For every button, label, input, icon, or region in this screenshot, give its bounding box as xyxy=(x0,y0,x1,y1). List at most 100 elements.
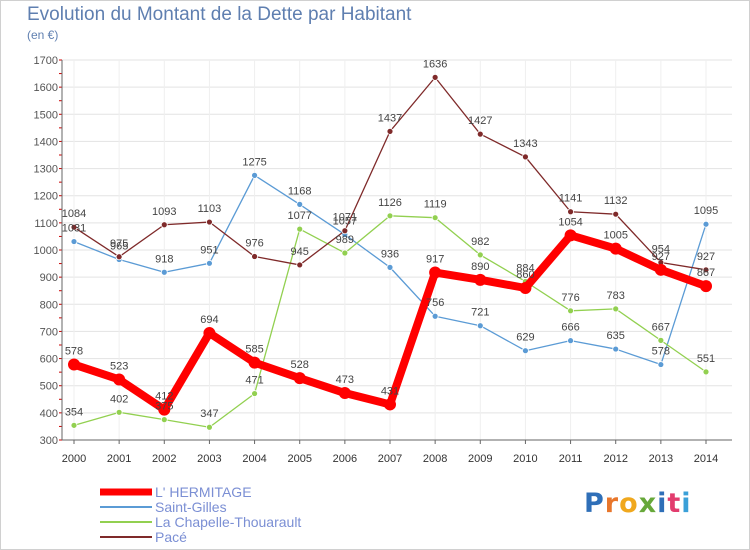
data-label: 551 xyxy=(697,353,715,365)
data-point xyxy=(702,368,710,376)
x-tick-label: 2003 xyxy=(197,453,221,465)
data-point xyxy=(654,263,667,276)
x-tick-label: 2012 xyxy=(603,453,627,465)
x-tick-label: 2002 xyxy=(152,453,176,465)
y-tick-label: 900 xyxy=(40,272,58,284)
legend: L' HERMITAGE Saint-Gilles La Chapelle-Th… xyxy=(100,484,302,545)
data-label: 412 xyxy=(155,391,173,403)
data-label: 585 xyxy=(245,344,263,356)
data-point xyxy=(386,127,394,135)
data-label: 1427 xyxy=(468,115,492,127)
data-point xyxy=(567,208,574,216)
y-tick-label: 700 xyxy=(40,326,58,338)
data-label: 1084 xyxy=(62,208,86,220)
logo-letter: i xyxy=(657,488,668,519)
y-tick-label: 1200 xyxy=(34,191,58,203)
data-point xyxy=(612,305,620,313)
x-tick-label: 2005 xyxy=(287,453,311,465)
data-label: 776 xyxy=(561,292,579,304)
data-point xyxy=(522,347,529,355)
legend-label-saint-gilles: Saint-Gilles xyxy=(155,498,227,515)
data-label: 975 xyxy=(110,238,128,250)
data-label: 347 xyxy=(200,408,218,420)
data-label: 951 xyxy=(200,244,218,256)
x-tick-label: 2009 xyxy=(468,453,492,465)
y-tick-label: 500 xyxy=(40,381,58,393)
legend-item-saint-gilles: Saint-Gilles xyxy=(100,498,301,515)
proxiti-logo: Proxiti xyxy=(584,488,692,519)
x-tick-label: 2001 xyxy=(107,453,131,465)
y-tick-label: 400 xyxy=(40,408,58,420)
x-tick-label: 2008 xyxy=(423,453,447,465)
logo-letter: P xyxy=(584,488,605,519)
data-point xyxy=(70,421,78,429)
data-point xyxy=(702,266,710,274)
data-label: 756 xyxy=(426,297,444,309)
data-label: 1054 xyxy=(558,216,582,228)
data-label: 890 xyxy=(471,261,489,273)
data-point xyxy=(70,223,78,231)
y-tick-label: 1500 xyxy=(34,109,58,121)
data-point xyxy=(115,253,123,261)
data-point xyxy=(609,242,622,255)
logo-letter: x xyxy=(638,488,658,519)
y-tick-label: 1100 xyxy=(34,218,58,230)
legend-label-chapelle: La Chapelle-Thouarault xyxy=(155,513,302,530)
x-tick-label: 2010 xyxy=(513,453,537,465)
data-point xyxy=(429,266,442,279)
data-label: 473 xyxy=(336,374,354,386)
data-point xyxy=(657,336,665,344)
data-point xyxy=(70,238,78,245)
data-point xyxy=(386,212,394,220)
data-label: 721 xyxy=(471,307,489,319)
chart-title: Evolution du Montant de la Dette par Hab… xyxy=(27,4,412,25)
data-label: 1093 xyxy=(152,206,176,218)
data-point xyxy=(564,229,577,242)
y-tick-label: 600 xyxy=(40,354,58,366)
data-label: 1057 xyxy=(333,216,357,228)
data-label: 1132 xyxy=(604,195,628,207)
data-point xyxy=(206,218,213,226)
data-point xyxy=(160,268,168,276)
y-tick-label: 1700 xyxy=(34,55,58,67)
chart-subtitle: (en €) xyxy=(27,28,59,42)
y-tick-label: 300 xyxy=(40,435,58,447)
data-label: 918 xyxy=(155,253,173,265)
data-point xyxy=(68,358,80,371)
data-label: 578 xyxy=(65,346,83,358)
legend-item-hermitage: L' HERMITAGE xyxy=(100,484,301,500)
data-point xyxy=(567,307,574,315)
data-label: 860 xyxy=(516,269,534,281)
data-label: 1275 xyxy=(242,156,266,168)
data-label: 1126 xyxy=(378,197,402,209)
data-label: 917 xyxy=(426,254,444,266)
x-tick-label: 2004 xyxy=(242,453,266,465)
logo-letter: t xyxy=(667,488,682,519)
data-point xyxy=(474,273,487,286)
data-label: 694 xyxy=(200,314,218,326)
data-label: 927 xyxy=(697,251,715,263)
data-point xyxy=(341,249,349,257)
data-point xyxy=(384,398,396,411)
data-label: 1119 xyxy=(424,199,447,211)
x-tick-label: 2000 xyxy=(62,453,86,465)
data-label: 523 xyxy=(110,360,128,372)
data-point xyxy=(296,261,304,269)
data-label: 884 xyxy=(516,262,534,274)
data-label: 635 xyxy=(607,330,625,342)
data-point xyxy=(251,253,258,260)
x-tick-label: 2014 xyxy=(694,453,718,465)
data-point xyxy=(700,280,712,293)
legend-swatch-chapelle xyxy=(100,520,152,523)
data-label: 1141 xyxy=(559,193,583,205)
data-point xyxy=(522,153,529,161)
x-tick-label: 2013 xyxy=(649,453,673,465)
data-label: 1103 xyxy=(198,203,222,215)
data-point xyxy=(657,361,665,368)
data-point xyxy=(115,408,123,416)
data-label: 471 xyxy=(245,375,263,387)
data-label: 1071 xyxy=(333,212,357,224)
data-label: 989 xyxy=(336,234,354,246)
legend-item-chapelle: La Chapelle-Thouarault xyxy=(100,513,302,530)
